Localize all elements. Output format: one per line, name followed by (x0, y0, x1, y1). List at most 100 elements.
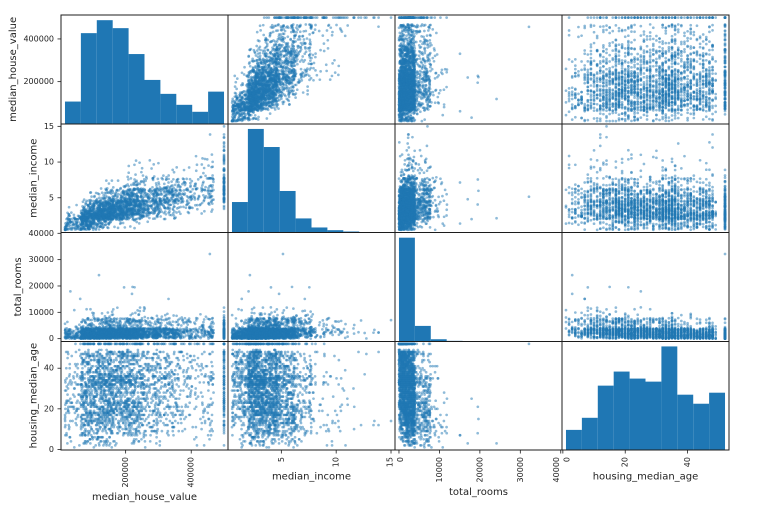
scatter-point (329, 26, 333, 30)
scatter-point (403, 88, 406, 92)
scatter-point (281, 100, 285, 104)
scatter-point (425, 43, 429, 47)
scatter-point (287, 95, 291, 99)
scatter-point (410, 37, 414, 41)
scatter-point (418, 50, 422, 54)
scatter-point (428, 45, 431, 48)
scatter-point (279, 72, 282, 76)
scatter-point (426, 103, 429, 107)
scatter-point (417, 54, 421, 58)
scatter-point (306, 89, 309, 92)
scatter-point (440, 68, 444, 72)
scatter-point (412, 42, 416, 46)
scatter-point (241, 117, 245, 121)
scatter-point (266, 48, 270, 52)
histogram-panel-median_house_value (60, 14, 229, 125)
scatter-point (264, 83, 268, 87)
scatter-point (314, 52, 317, 56)
scatter-point (295, 23, 299, 27)
scatter-point (422, 24, 426, 27)
scatter-point (283, 80, 287, 84)
scatter-point (292, 58, 296, 61)
scatter-point (259, 107, 262, 111)
scatter-point (293, 55, 296, 58)
scatter-point (402, 41, 406, 44)
scatter-point (242, 93, 246, 97)
scatter-point (298, 38, 302, 41)
scatter-point (285, 85, 289, 88)
scatter-point (274, 61, 278, 64)
scatter-point (427, 29, 430, 32)
scatter-point (458, 52, 462, 56)
scatter-point (321, 34, 325, 38)
scatter-point (245, 94, 249, 98)
scatter-point (421, 84, 425, 88)
scatter-point (244, 113, 248, 116)
scatter-point (427, 77, 431, 80)
scatter-point (458, 109, 462, 113)
scatter-point (303, 58, 307, 62)
scatter-point (265, 75, 268, 79)
scatter-point (261, 49, 265, 53)
scatter-point (272, 106, 276, 109)
scatter-point (242, 106, 246, 109)
scatter-point (359, 16, 363, 19)
scatter-point (413, 111, 416, 115)
histogram-bar (96, 20, 113, 124)
scatter-point (420, 16, 424, 19)
scatter-point (299, 41, 303, 45)
scatter-point (247, 118, 250, 122)
scatter-point (275, 16, 278, 19)
scatter-point (441, 113, 445, 117)
scatter-point (293, 83, 297, 87)
scatter-point (410, 61, 413, 65)
scatter-point (308, 49, 312, 52)
scatter-point (466, 76, 470, 79)
scatter-point (272, 92, 276, 96)
scatter-point (259, 58, 263, 62)
scatter-point (420, 61, 424, 65)
scatter-point (418, 69, 422, 73)
scatter-point (658, 118, 661, 122)
scatter-point (330, 74, 334, 78)
scatter-points (397, 16, 531, 123)
scatter-point (407, 94, 411, 97)
scatter-point (398, 48, 402, 52)
scatter-point (288, 102, 291, 106)
scatter-point (298, 30, 302, 34)
scatter-point (233, 115, 237, 118)
scatter-point (240, 97, 244, 100)
histogram-bar (128, 54, 145, 124)
scatter-point (420, 91, 423, 95)
histogram-bar (176, 104, 193, 124)
scatter-point (315, 16, 319, 19)
scatter-point (476, 81, 480, 85)
scatter-point (310, 62, 313, 66)
scatter-point (255, 108, 259, 112)
scatter-point (424, 79, 428, 82)
scatter-point (286, 41, 290, 45)
scatter-point (398, 74, 401, 78)
scatter-point (416, 79, 420, 83)
scatter-point (295, 26, 298, 30)
scatter-point (235, 96, 239, 100)
scatter-point (248, 64, 252, 68)
scatter-point (304, 50, 308, 54)
scatter-point (326, 47, 330, 50)
scatter-point (413, 60, 416, 63)
scatter-point (277, 23, 280, 26)
scatter-point (411, 70, 415, 74)
scatter-point (418, 74, 422, 78)
scatter-point (406, 71, 410, 74)
scatter-point (247, 55, 251, 58)
scatter-point (605, 47, 608, 51)
scatter-point (281, 37, 285, 41)
scatter-point (436, 95, 440, 99)
scatter-point (245, 96, 249, 100)
scatter-point (233, 104, 237, 108)
scatter-point (411, 116, 415, 120)
scatter-point (235, 87, 238, 91)
scatter-point (250, 109, 253, 112)
scatter-point (261, 77, 264, 81)
